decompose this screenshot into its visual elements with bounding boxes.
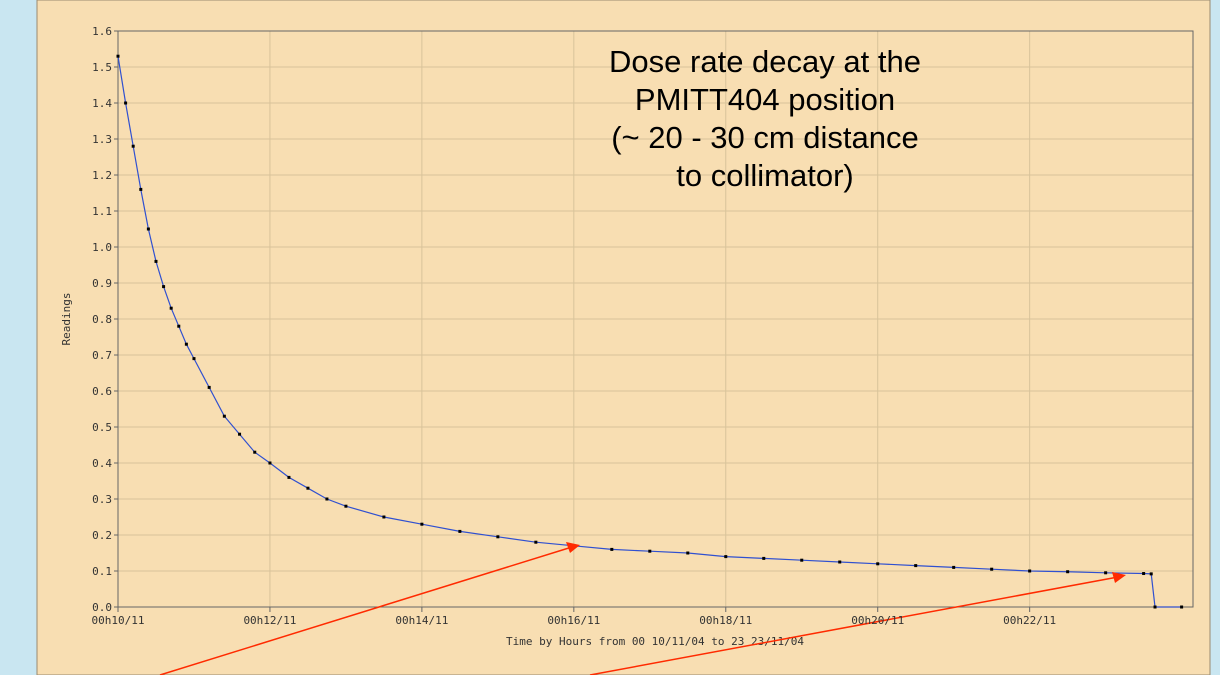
y-tick-label: 1.3 xyxy=(92,133,112,146)
data-point xyxy=(838,560,842,564)
data-point xyxy=(1142,572,1146,576)
data-point xyxy=(146,227,150,231)
arrow xyxy=(589,576,1119,675)
arrows xyxy=(159,542,1126,675)
x-axis-label: Time by Hours from 00 10/11/04 to 23 23/… xyxy=(506,635,804,648)
data-point xyxy=(1153,605,1157,609)
data-point xyxy=(648,549,652,553)
annotation-line: PMITT404 position xyxy=(635,82,895,117)
data-point xyxy=(534,540,538,544)
y-tick-label: 1.1 xyxy=(92,205,112,218)
data-point xyxy=(686,551,690,555)
y-tick-label: 0.4 xyxy=(92,457,112,470)
x-tick-label: 00h12/11 xyxy=(243,614,296,627)
data-point xyxy=(382,515,386,519)
y-tick-label: 0.1 xyxy=(92,565,112,578)
data-point xyxy=(287,475,291,479)
data-point xyxy=(1104,571,1108,575)
x-tick-label: 00h18/11 xyxy=(699,614,752,627)
data-point xyxy=(914,564,918,568)
x-tick-label: 00h22/11 xyxy=(1003,614,1056,627)
data-point xyxy=(800,558,804,562)
y-tick-label: 1.4 xyxy=(92,97,112,110)
data-point xyxy=(458,529,462,533)
data-point xyxy=(192,357,196,361)
data-point xyxy=(139,187,143,191)
data-point xyxy=(610,547,614,551)
data-point xyxy=(184,342,188,346)
y-tick-label: 0.3 xyxy=(92,493,112,506)
data-point xyxy=(222,414,226,418)
y-tick-label: 0.0 xyxy=(92,601,112,614)
data-point xyxy=(253,450,257,454)
data-point xyxy=(162,285,166,289)
series-line xyxy=(117,56,1182,608)
x-tick-label: 00h10/11 xyxy=(92,614,145,627)
data-point xyxy=(1028,569,1032,573)
annotation-line: (~ 20 - 30 cm distance xyxy=(611,120,919,155)
y-axis-label: Readings xyxy=(60,293,73,346)
data-point xyxy=(952,565,956,569)
arrow-head xyxy=(1112,572,1126,583)
y-tick-label: 1.5 xyxy=(92,61,112,74)
data-point xyxy=(131,144,135,148)
data-point xyxy=(268,461,272,465)
y-tick-label: 1.6 xyxy=(92,25,112,38)
data-point xyxy=(1149,572,1153,576)
y-tick-label: 0.7 xyxy=(92,349,112,362)
y-tick-label: 1.0 xyxy=(92,241,112,254)
y-tick-label: 0.5 xyxy=(92,421,112,434)
data-point xyxy=(154,259,158,263)
data-point xyxy=(876,562,880,566)
x-tick-label: 00h16/11 xyxy=(547,614,600,627)
data-point xyxy=(177,324,181,328)
arrow-head xyxy=(566,542,580,553)
annotation-line: Dose rate decay at the xyxy=(609,44,921,79)
y-tick-label: 1.2 xyxy=(92,169,112,182)
chart-panel xyxy=(36,0,1211,675)
data-point xyxy=(169,306,173,310)
x-tick-label: 00h20/11 xyxy=(851,614,904,627)
y-tick-label: 0.2 xyxy=(92,529,112,542)
data-point xyxy=(238,432,242,436)
data-point xyxy=(344,504,348,508)
data-point xyxy=(306,486,310,490)
data-point xyxy=(116,54,120,58)
data-point xyxy=(1180,605,1184,609)
data-point xyxy=(1066,570,1070,574)
arrow xyxy=(159,546,573,675)
annotation-line: to collimator) xyxy=(676,158,853,193)
data-point xyxy=(990,567,994,571)
y-tick-label: 0.6 xyxy=(92,385,112,398)
data-point xyxy=(207,385,211,389)
data-point xyxy=(420,522,424,526)
data-point xyxy=(762,556,766,560)
x-tick-label: 00h14/11 xyxy=(395,614,448,627)
data-point xyxy=(724,555,728,559)
data-point xyxy=(496,535,500,539)
y-tick-label: 0.8 xyxy=(92,313,112,326)
data-point xyxy=(325,497,329,501)
y-tick-label: 0.9 xyxy=(92,277,112,290)
data-point xyxy=(124,101,128,105)
